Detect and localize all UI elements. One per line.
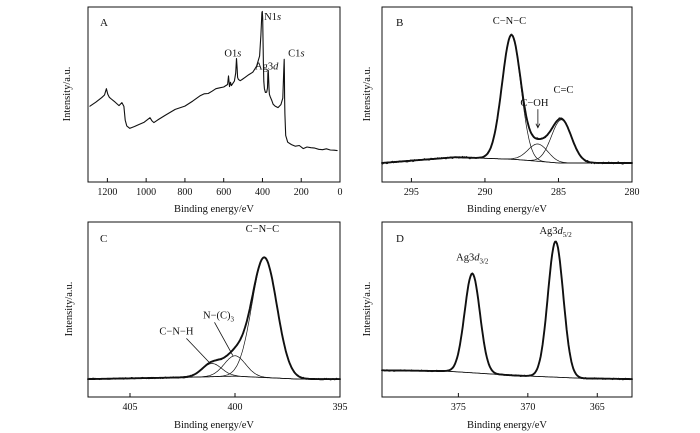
panel-c-x-tick-label: 400 xyxy=(228,402,243,413)
panel-c-x-tick-label: 395 xyxy=(333,402,348,413)
panel-d-x-ticks: 375 370 365 xyxy=(451,393,605,413)
panel-c: C 405 400 395 C−N−C N−(C)3 C−N−H Binding ene… xyxy=(64,221,348,431)
panel-c-arrow xyxy=(186,338,211,364)
panel-c-x-axis-label: Binding energy/eV xyxy=(174,420,254,431)
c-component-peak xyxy=(87,355,341,380)
panel-b-x-tick-label: 295 xyxy=(404,187,419,198)
panel-a-x-axis-label: Binding energy/eV xyxy=(174,204,254,215)
panel-c-y-axis-label: Intensity/a.u. xyxy=(64,282,75,337)
panel-a-x-tick-label: 200 xyxy=(294,187,309,198)
panel-b-fitted-curves xyxy=(381,33,633,165)
panel-d: D 375 370 365 Ag3d3/2 Ag3d5/2 Binding energ… xyxy=(362,221,633,431)
panel-a-letter: A xyxy=(100,17,108,29)
panel-a-peak-label: C1s xyxy=(288,49,304,60)
panel-a-x-tick-label: 400 xyxy=(255,187,270,198)
panel-b-x-tick-label: 280 xyxy=(625,187,640,198)
panel-a-x-tick-label: 1200 xyxy=(97,187,117,198)
d-component-peak xyxy=(381,273,633,380)
panel-a-x-tick-label: 800 xyxy=(177,187,192,198)
panel-b-x-ticks: 295 290 285 280 xyxy=(404,178,640,198)
panel-a-x-tick-label: 600 xyxy=(216,187,231,198)
panel-b-peak-label: C−OH xyxy=(520,98,549,109)
panel-b-frame xyxy=(381,6,633,183)
panel-d-x-tick-label: 365 xyxy=(590,402,605,413)
panel-d-fitted-curves xyxy=(381,240,633,381)
panel-d-peak-label: Ag3d3/2 xyxy=(456,252,489,265)
panel-d-frame xyxy=(381,221,633,398)
panel-a: A 1200 1000 800 600 400 200 0 O1s N1s Ag3d C1s Bi… xyxy=(62,6,343,215)
panel-d-x-tick-label: 370 xyxy=(520,402,535,413)
panel-c-x-ticks: 405 400 395 xyxy=(123,393,348,413)
panel-d-annotations: Ag3d3/2 Ag3d5/2 xyxy=(456,226,572,265)
d-envelope-fit xyxy=(381,240,633,381)
panel-b: B 295 290 285 280 C−N−C C−OH C=C Binding ener… xyxy=(362,6,640,215)
b-component-peak xyxy=(381,119,633,164)
panel-b-peak-label: C−N−C xyxy=(493,16,526,27)
panel-a-peak-label: O1s xyxy=(224,49,241,60)
panel-d-letter: D xyxy=(396,233,404,245)
panel-b-x-axis-label: Binding energy/eV xyxy=(467,204,547,215)
panel-a-frame xyxy=(87,6,341,183)
panel-a-x-tick-label: 1000 xyxy=(136,187,156,198)
panel-b-annotations: C−N−C C−OH C=C xyxy=(493,16,573,129)
b-envelope-fit xyxy=(381,34,633,164)
panel-a-y-axis-label: Intensity/a.u. xyxy=(62,67,73,122)
panel-b-x-tick-label: 290 xyxy=(477,187,492,198)
d-raw-data xyxy=(381,241,633,381)
panel-c-peak-label: C−N−C xyxy=(246,224,279,235)
panel-a-survey-spectrum xyxy=(89,10,338,152)
b-component-peak xyxy=(381,35,633,164)
panel-d-x-tick-label: 375 xyxy=(451,402,466,413)
panel-a-x-tick-label: 0 xyxy=(338,187,343,198)
panel-c-letter: C xyxy=(100,233,107,245)
panel-b-letter: B xyxy=(396,17,403,29)
panel-b-arrowhead xyxy=(535,123,541,129)
panel-c-fitted-curves xyxy=(87,256,341,381)
panel-d-y-axis-label: Intensity/a.u. xyxy=(362,282,373,337)
panel-d-peak-label: Ag3d5/2 xyxy=(539,226,572,239)
panel-b-y-axis-label: Intensity/a.u. xyxy=(362,67,373,122)
panel-a-peak-label: N1s xyxy=(264,12,281,23)
panel-c-arrow xyxy=(214,322,234,356)
panel-b-x-tick-label: 285 xyxy=(551,187,566,198)
panel-c-x-tick-label: 405 xyxy=(123,402,138,413)
panel-b-peak-label: C=C xyxy=(553,85,573,96)
panel-a-x-ticks: 1200 1000 800 600 400 200 0 xyxy=(97,178,343,198)
d-component-peak xyxy=(381,241,633,380)
panel-a-peak-label: Ag3d xyxy=(255,61,279,72)
panel-a-annotations: O1s N1s Ag3d C1s xyxy=(224,12,304,72)
panel-c-peak-label: N−(C)3 xyxy=(203,310,235,323)
panel-d-x-axis-label: Binding energy/eV xyxy=(467,420,547,431)
c-raw-data xyxy=(87,257,341,381)
panel-c-frame xyxy=(87,221,341,398)
panel-c-peak-label: C−N−H xyxy=(159,326,193,337)
panel-c-annotations: C−N−C N−(C)3 C−N−H xyxy=(159,224,279,364)
b-raw-data xyxy=(381,33,633,165)
